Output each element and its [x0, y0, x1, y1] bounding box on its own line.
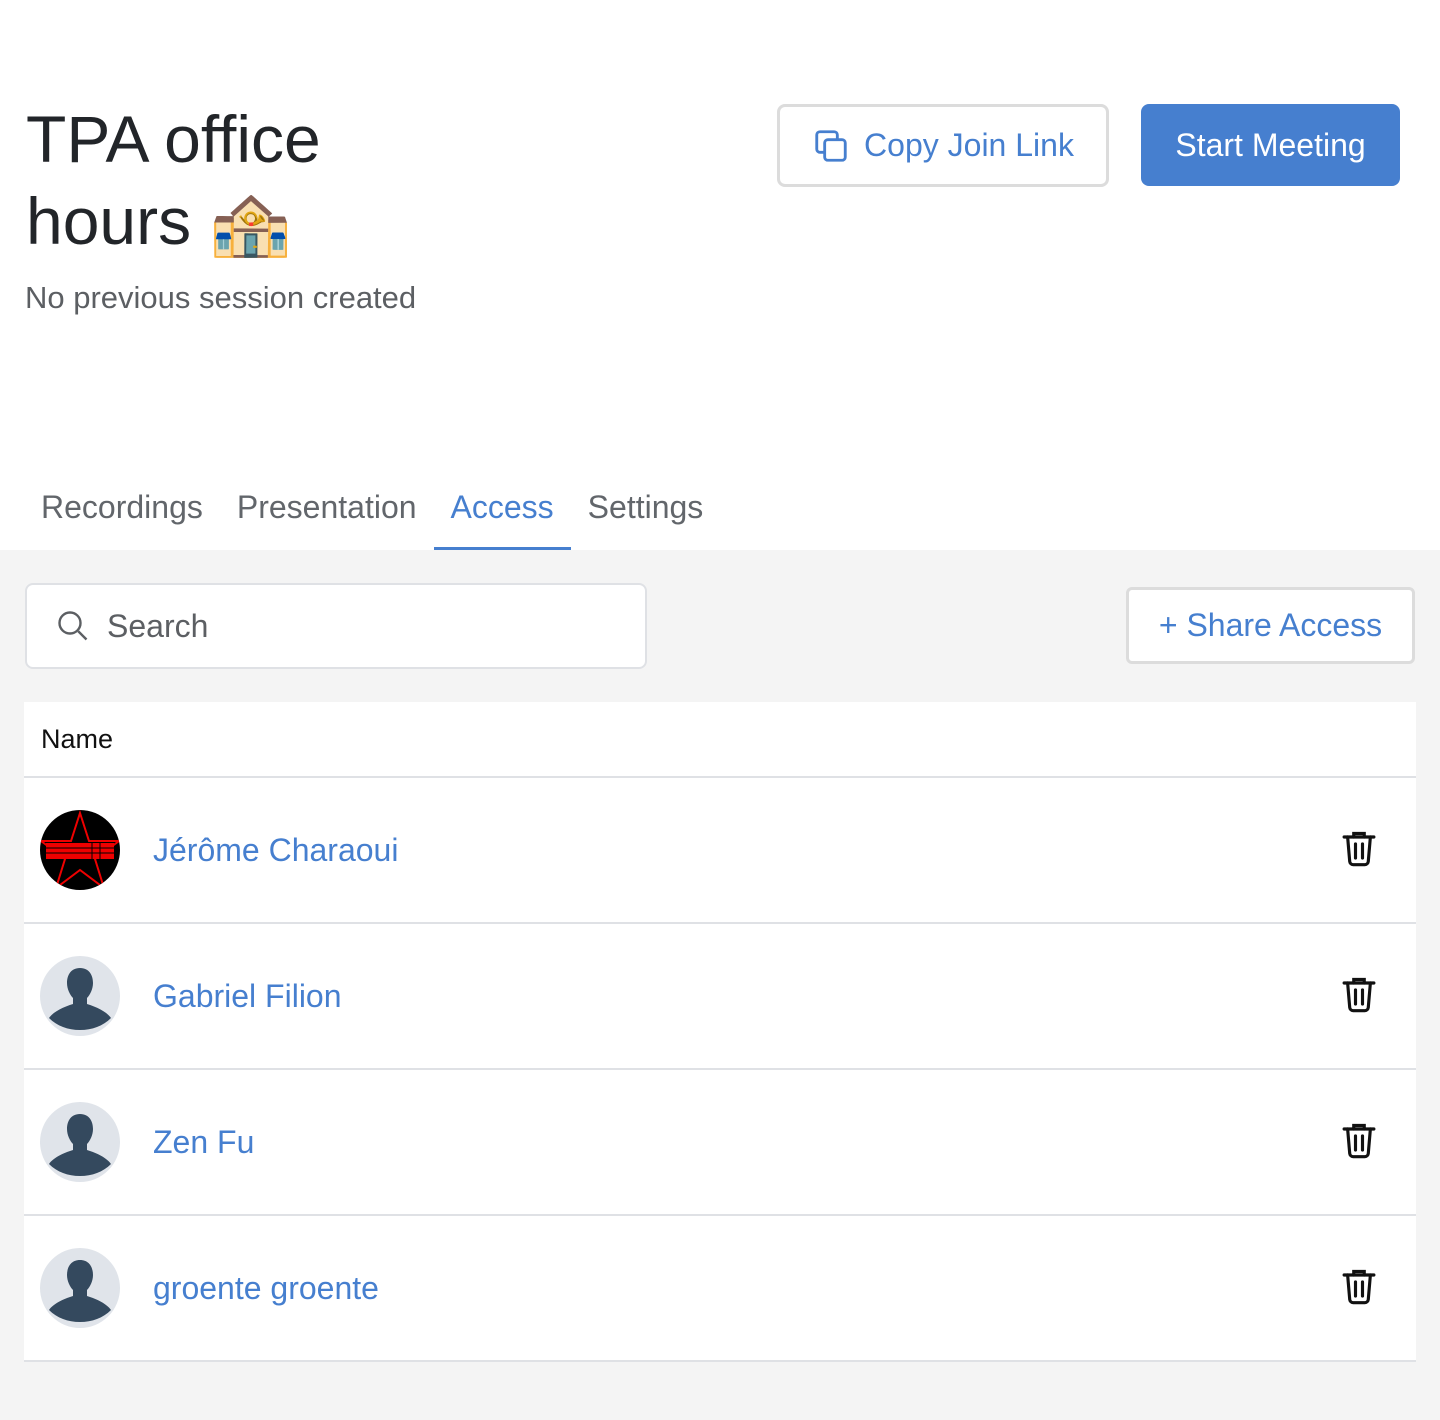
user-name-link[interactable]: Zen Fu — [153, 1123, 255, 1160]
trash-icon[interactable] — [1338, 973, 1380, 1020]
start-meeting-button[interactable]: Start Meeting — [1141, 104, 1400, 186]
share-access-button[interactable]: + Share Access — [1126, 587, 1415, 664]
page-header: TPA office hours 🏤 No previous session c… — [0, 0, 1440, 550]
tab-presentation[interactable]: Presentation — [236, 489, 417, 525]
table-row: Zen Fu — [24, 1070, 1416, 1216]
copy-icon — [815, 129, 847, 162]
page-title: TPA office hours 🏤 — [26, 102, 321, 258]
search-box — [25, 583, 647, 669]
table-row: Gabriel Filion — [24, 924, 1416, 1070]
search-input[interactable] — [107, 607, 587, 645]
tab-recordings[interactable]: Recordings — [41, 489, 203, 525]
tab-access[interactable]: Access — [433, 470, 571, 550]
access-table: Name Jérôme Charaoui Gabriel Filion Zen … — [24, 702, 1416, 1362]
table-row: Jérôme Charaoui — [24, 778, 1416, 924]
user-name-link[interactable]: groente groente — [153, 1269, 379, 1306]
avatar — [40, 1248, 120, 1328]
user-name-link[interactable]: Jérôme Charaoui — [153, 831, 399, 868]
avatar — [40, 810, 120, 890]
copy-join-link-label: Copy Join Link — [864, 127, 1074, 163]
tabs: Recordings Presentation Access Settings — [24, 470, 720, 550]
trash-icon[interactable] — [1338, 1119, 1380, 1166]
post-office-emoji: 🏤 — [209, 184, 292, 258]
column-header-name: Name — [24, 702, 1416, 778]
session-status: No previous session created — [25, 280, 417, 315]
search-icon — [58, 611, 88, 641]
tab-settings[interactable]: Settings — [587, 489, 704, 525]
avatar — [40, 1102, 120, 1182]
table-row: groente groente — [24, 1216, 1416, 1362]
trash-icon[interactable] — [1338, 1265, 1380, 1312]
copy-join-link-button[interactable]: Copy Join Link — [777, 104, 1109, 187]
user-name-link[interactable]: Gabriel Filion — [153, 977, 342, 1014]
trash-icon[interactable] — [1338, 827, 1380, 874]
avatar — [40, 956, 120, 1036]
